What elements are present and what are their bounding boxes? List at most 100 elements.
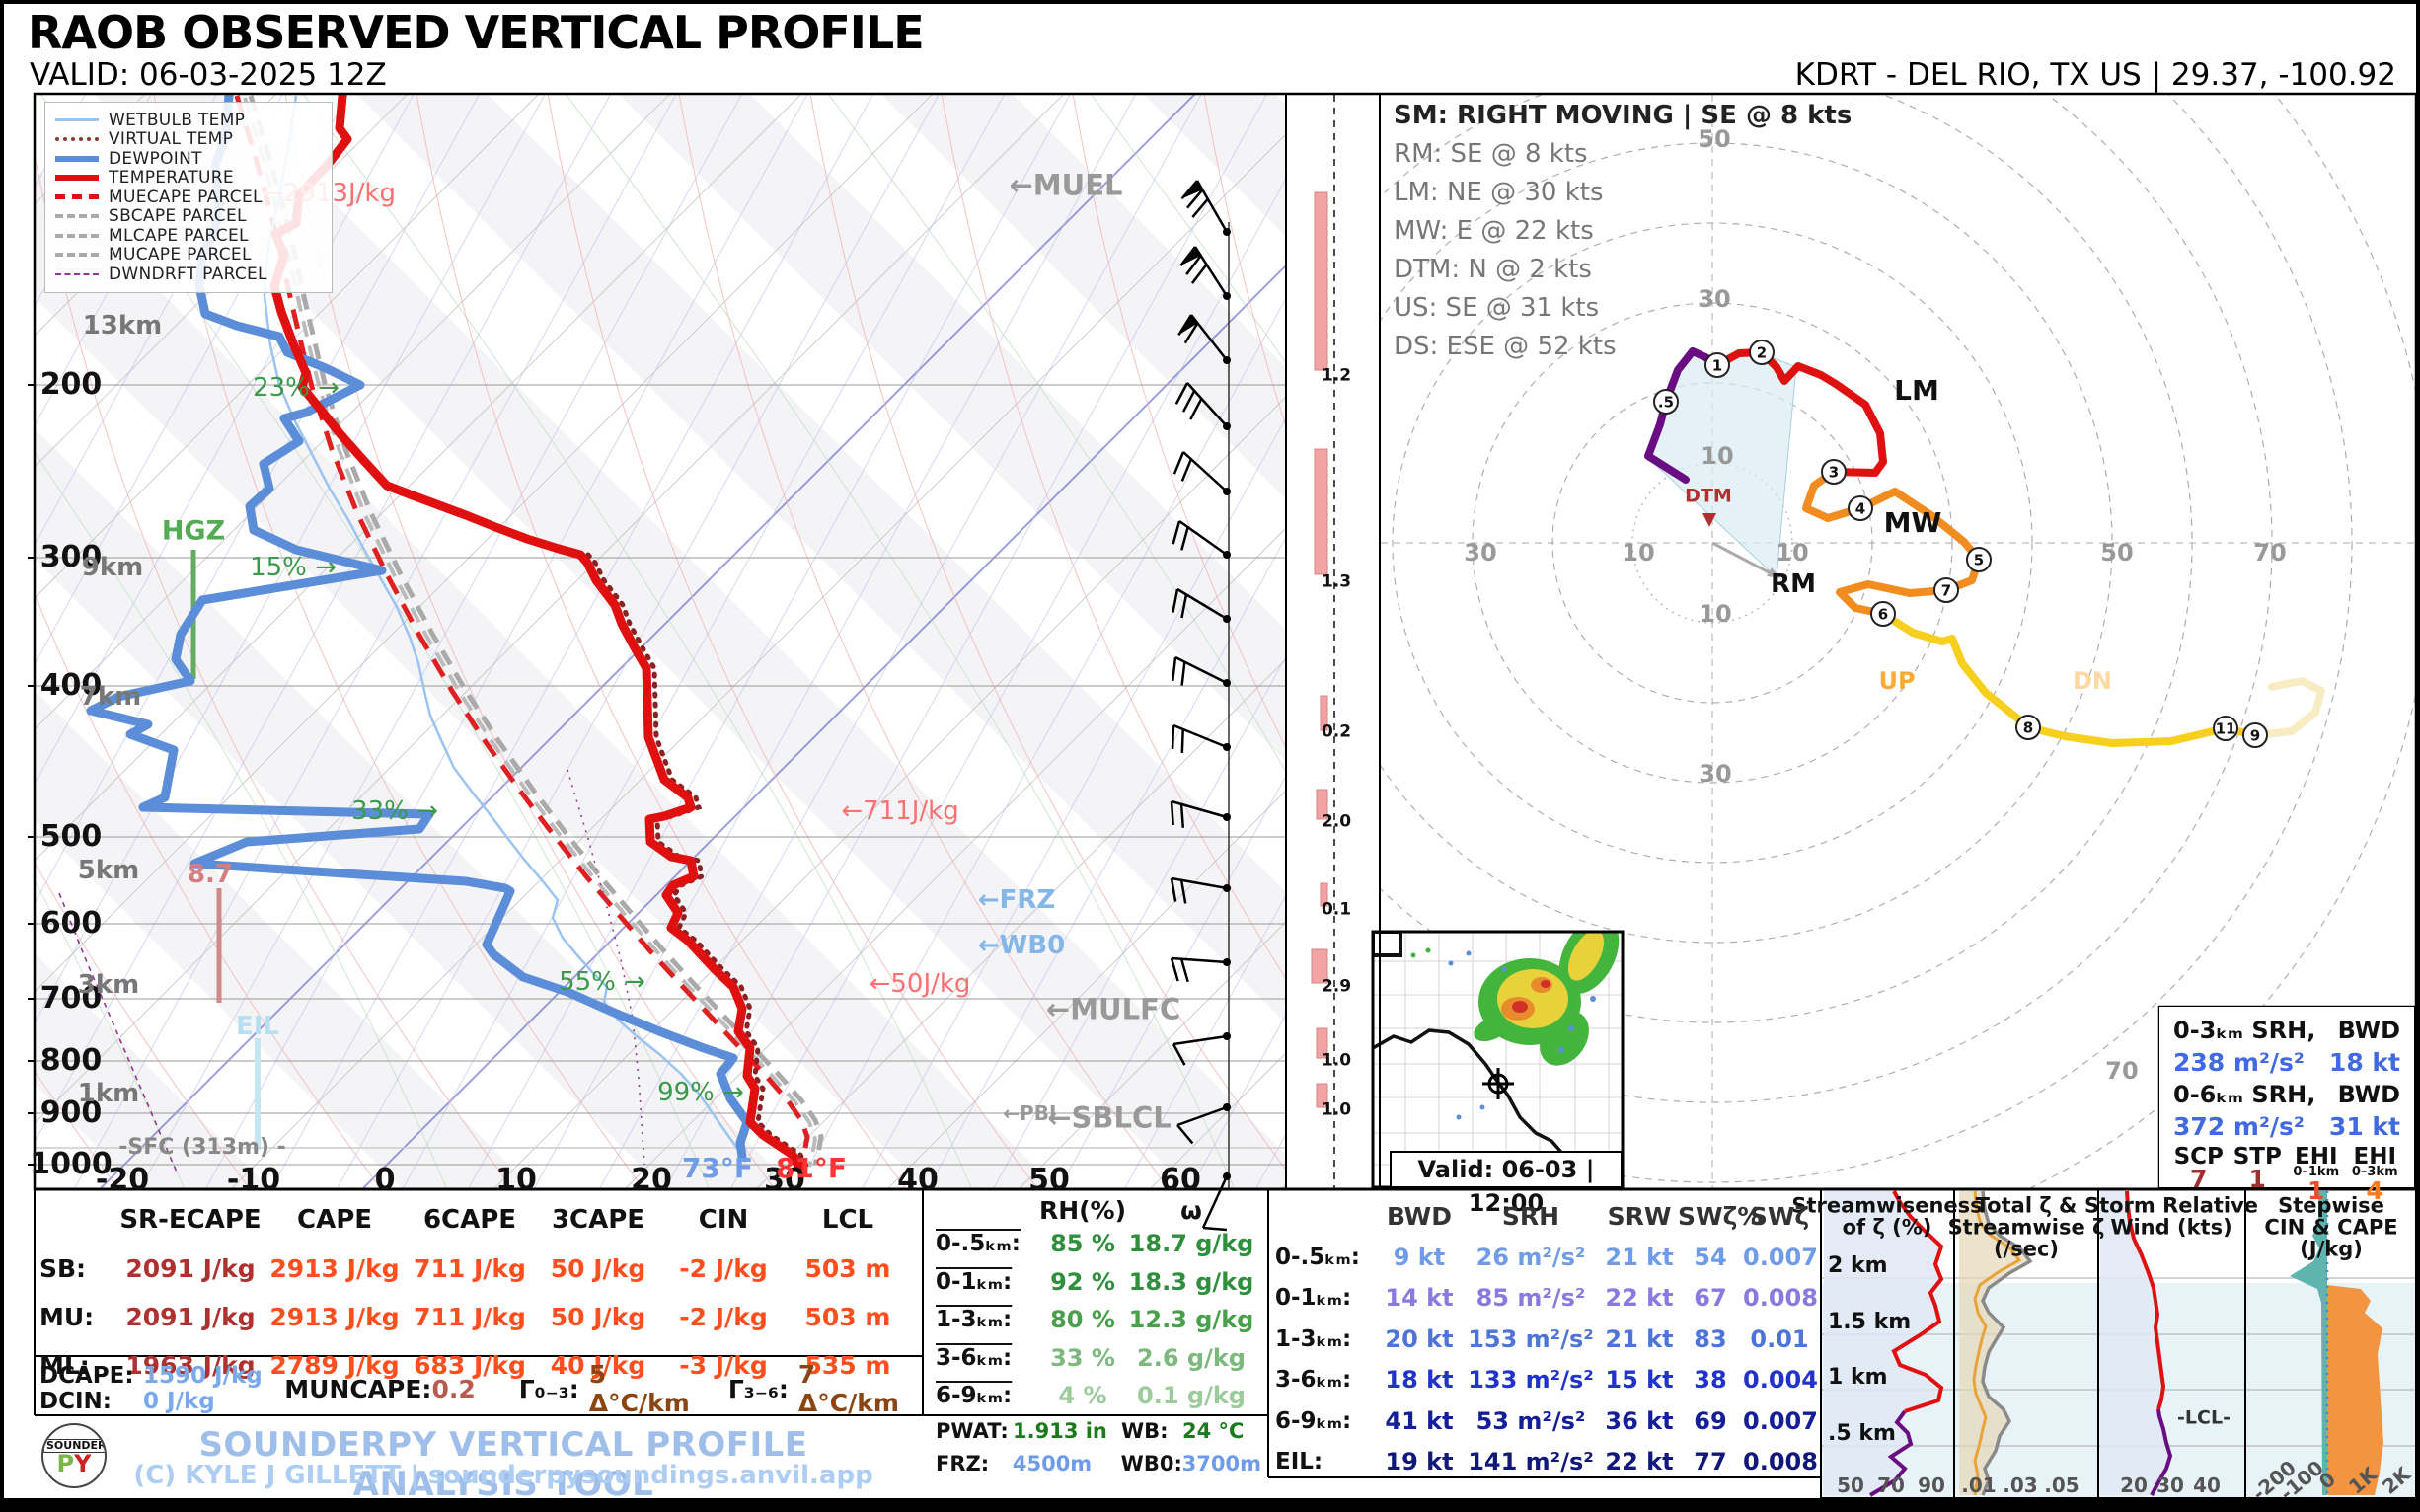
kinematics-cell: 1-3ₖₘ: [1275, 1325, 1352, 1352]
svg-text:3: 3 [1829, 464, 1839, 482]
thermo-cell: CIN [698, 1205, 749, 1235]
radar-valid-label: Valid: 06-03 | 12:00 [1390, 1151, 1623, 1217]
srh-bwd-summary-box: 0-3ₖₘ SRH, BWD 238 m²/s² 18 kt 0-6ₖₘ SRH… [2159, 1007, 2414, 1204]
dcape-row: DCAPE: 1590 J/kg DCIN: 0 J/kg MUNCAPE: 0.2… [39, 1360, 920, 1417]
hodo-9km-plus [2251, 677, 2325, 739]
kinematics-cell: 6-9ₖₘ: [1275, 1407, 1352, 1434]
thermo-cell: 2091 J/kg [125, 1254, 256, 1283]
svg-text:9: 9 [2250, 727, 2260, 745]
moisture-row: 0-.5ₖₘ: 85 % 18.7 g/kg [936, 1230, 1254, 1258]
bottom-bar [2, 1498, 2418, 1512]
thermo-cell: 711 J/kg [414, 1303, 526, 1331]
svg-text:6: 6 [1878, 606, 1888, 624]
kinematics-cell [1275, 1196, 1378, 1238]
kinematics-cell: 14 kt [1385, 1284, 1454, 1312]
bwd-0-6-label: BWD [2337, 1081, 2400, 1108]
rm-vector [1711, 541, 1774, 576]
temperature-line [269, 95, 804, 1172]
kinematics-cell: 41 kt [1385, 1406, 1454, 1435]
dcape-value: 1590 J/kg [143, 1363, 263, 1389]
kinematics-cell: 0.008 [1743, 1448, 1818, 1475]
legend-label: VIRTUAL TEMP [109, 129, 234, 150]
svg-text:7: 7 [1941, 582, 1951, 600]
legend-item: TEMPERATURE [55, 168, 322, 188]
kinematics-cell: 21 kt [1605, 1324, 1674, 1353]
radar-echoes [1410, 932, 1620, 1120]
thermo-cell: 2913 J/kg [269, 1254, 400, 1283]
sbcape-line-sample [55, 214, 99, 219]
hodo-6-9km [1879, 610, 2259, 747]
kinematics-cell: 15 kt [1605, 1366, 1674, 1394]
wetbulb-line-sample [55, 118, 99, 122]
legend-item: WETBULB TEMP [55, 111, 322, 130]
storm-motion-line: US: SE @ 31 kts [1394, 293, 1600, 323]
kinematics-cell: 3-6ₖₘ: [1275, 1367, 1352, 1393]
legend-item: DEWPOINT [55, 149, 322, 169]
thermo-cell: 503 m [804, 1254, 891, 1283]
kinematics-cell: 38 [1694, 1366, 1727, 1394]
kinematics-cell: 18 kt [1385, 1366, 1454, 1394]
composite-indices: SCP 7 STP 1 EHI 0–1km 1 EHI 0–3km 4 [2159, 1145, 2414, 1206]
legend-label: MLCAPE PARCEL [109, 225, 249, 246]
footer-title: SOUNDERPY VERTICAL PROFILE ANALYSIS TOOL [198, 1425, 808, 1504]
radar-inset-map [1371, 930, 1625, 1189]
moisture-row: 3-6ₖₘ: 33 % 2.6 g/kg [936, 1343, 1246, 1372]
kinematics-cell: 0.01 [1750, 1324, 1809, 1353]
kinematics-cell: SRH [1501, 1202, 1560, 1231]
frz-value: 4500m [1012, 1452, 1093, 1475]
wb0-value: 3700m [1181, 1452, 1261, 1475]
index-stp: STP 1 [2232, 1144, 2282, 1193]
svg-text:8: 8 [2023, 719, 2033, 737]
thermo-cell: SB: [39, 1254, 87, 1283]
legend-item: VIRTUAL TEMP [55, 129, 322, 150]
kinematics-cell: 54 [1694, 1243, 1727, 1271]
thermo-cell: ML: [39, 1351, 90, 1380]
storm-motion-line: SM: RIGHT MOVING | SE @ 8 kts [1394, 101, 1853, 130]
pwat-label: PWAT: [936, 1419, 1009, 1443]
dwndrft-line-sample [55, 272, 99, 275]
thermo-cell: 1963 J/kg [125, 1351, 256, 1380]
pwat-value: 1.913 in [1013, 1419, 1107, 1443]
lapse-3-6-value: 7 Δ°C/km [797, 1360, 899, 1417]
thermo-cell: 711 J/kg [414, 1254, 526, 1283]
thermo-cell [39, 1196, 116, 1245]
temperature-line-sample [55, 175, 99, 182]
thermo-cell: 535 m [804, 1351, 891, 1380]
page-title: RAOB OBSERVED VERTICAL PROFILE [28, 6, 925, 59]
lapse-0-3-value: 5 Δ°C/km [588, 1360, 690, 1417]
thermo-cell: 2913 J/kg [269, 1303, 400, 1331]
kinematics-cell: 77 [1694, 1448, 1727, 1475]
thermo-cell: 2091 J/kg [125, 1303, 256, 1331]
muecape-parcel-line [234, 95, 810, 1166]
storm-motion-line: MW: E @ 22 kts [1394, 216, 1594, 246]
dcape-label: DCAPE: [39, 1363, 134, 1389]
thermo-table: SR-ECAPE CAPE 6CAPE 3CAPE CIN LCL SB: 2091 J/kg… [39, 1196, 920, 1390]
thermo-cell: CAPE [296, 1205, 373, 1235]
muncape-label: MUNCAPE: [284, 1374, 432, 1403]
legend-label: MUECAPE PARCEL [109, 187, 263, 207]
moisture-row: 6-9ₖₘ: 4 % 0.1 g/kg [936, 1382, 1246, 1410]
hodo-height-markers: .5 1 2 34 5 6 7 8 9 11 [1653, 340, 2268, 748]
thermo-cell: 6CAPE [422, 1205, 517, 1235]
kinematics-cell: 0.008 [1743, 1284, 1818, 1312]
thermo-cell: -2 J/kg [679, 1254, 768, 1283]
legend-item: MUCAPE PARCEL [55, 245, 322, 265]
storm-motion-line: DS: ESE @ 52 kts [1394, 332, 1617, 361]
kinematics-cell: 83 [1694, 1324, 1727, 1353]
moisture-row: 0-1ₖₘ: 92 % 18.3 g/kg [936, 1267, 1254, 1296]
station-id: KDRT - DEL RIO, TX US | 29.37, -100.92 [1794, 57, 2396, 93]
wind-barb-column [1170, 180, 1231, 1232]
thermo-cell: -3 J/kg [679, 1351, 768, 1380]
index-ehi: EHI 0–3km 4 [2351, 1144, 2398, 1205]
thermo-cell: 40 J/kg [550, 1351, 646, 1380]
dcin-value: 0 J/kg [143, 1389, 215, 1414]
legend-label: DWNDRFT PARCEL [109, 264, 267, 284]
legend-item: MLCAPE PARCEL [55, 226, 322, 246]
wb-label: WB: [1121, 1419, 1169, 1443]
storm-motion-info: SM: RIGHT MOVING | SE @ 8 kts RM: SE @ 8 … [1394, 97, 1852, 366]
kinematics-cell: 9 kt [1393, 1243, 1446, 1271]
muecape-line-sample [55, 194, 99, 200]
srh-0-3-value: 238 m²/s² [2173, 1048, 2305, 1077]
kinematics-cell: 22 kt [1605, 1448, 1674, 1475]
